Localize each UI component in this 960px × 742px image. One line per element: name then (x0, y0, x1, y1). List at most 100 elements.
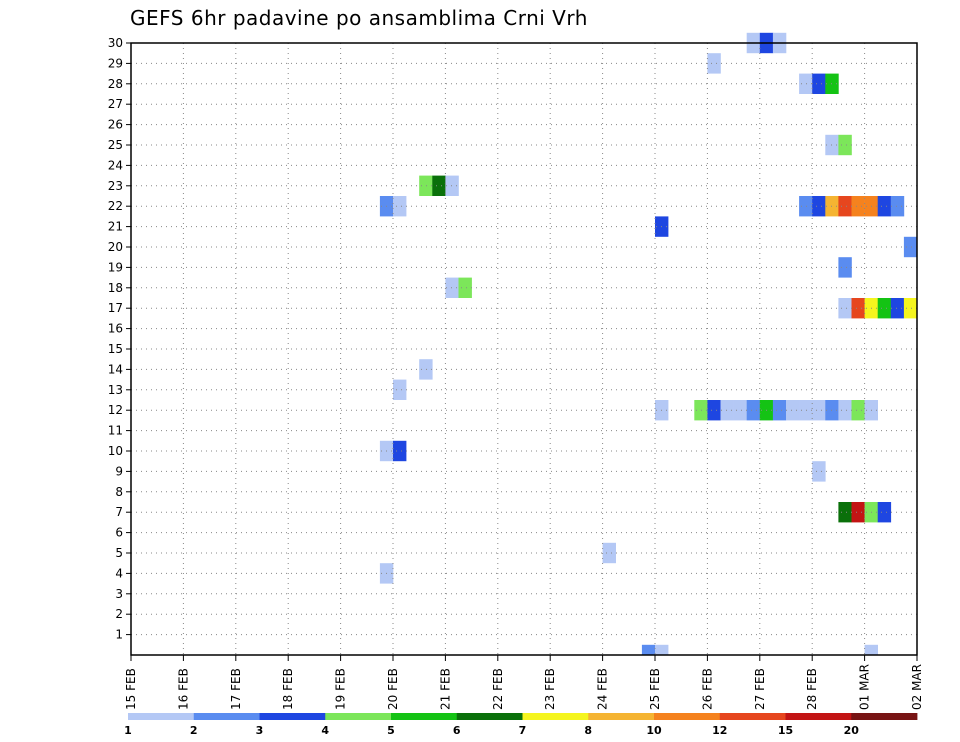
heatmap-cell (838, 257, 852, 278)
y-tick-label: 13 (108, 383, 123, 397)
x-tick-label: 21 FEB (438, 668, 452, 710)
y-tick-label: 15 (108, 342, 123, 356)
y-tick-label: 9 (115, 464, 123, 478)
chart-title: GEFS 6hr padavine po ansamblima Crni Vrh (130, 6, 588, 30)
x-tick-label: 25 FEB (648, 668, 662, 710)
y-tick-label: 11 (108, 424, 123, 438)
legend-label: 2 (190, 724, 198, 737)
legend-label: 12 (712, 724, 727, 737)
heatmap-cell (851, 196, 865, 217)
legend-label: 1 (124, 724, 132, 737)
x-tick-label: 27 FEB (753, 668, 767, 710)
x-tick-label: 22 FEB (491, 668, 505, 710)
heatmap-cell (707, 400, 721, 421)
legend-swatch (391, 713, 458, 720)
x-tick-label: 15 FEB (124, 668, 138, 710)
heatmap-cell (655, 644, 669, 655)
x-tick-label: 20 FEB (386, 668, 400, 710)
y-tick-label: 6 (115, 526, 123, 540)
legend-label: 3 (256, 724, 264, 737)
x-axis: 15 FEB 16 FEB 17 FEB 18 FEB 19 FEB 20 FEB 21 F… (124, 655, 924, 710)
heatmap-cell (903, 298, 918, 319)
x-tick-label: 18 FEB (281, 668, 295, 710)
heatmap-cell (890, 196, 905, 217)
heatmap-cell (864, 644, 878, 655)
x-tick-label: 19 FEB (334, 668, 348, 710)
heatmap-cell (812, 461, 826, 482)
x-tick-label: 16 FEB (176, 668, 190, 710)
y-tick-label: 4 (115, 566, 123, 580)
y-tick-label: 21 (108, 220, 123, 234)
heatmap-cell (432, 175, 446, 196)
heatmap-cell (812, 400, 826, 421)
y-tick-label: 7 (115, 505, 123, 519)
heatmap-cell (419, 359, 433, 380)
heatmap-cell (393, 440, 407, 462)
legend-swatch (588, 713, 655, 720)
legend-label: 6 (453, 724, 461, 737)
y-tick-label: 14 (108, 362, 123, 376)
legend-swatch (785, 713, 852, 720)
plot-frame (130, 42, 918, 656)
legend-label: 4 (321, 724, 329, 737)
legend-swatch (128, 713, 195, 720)
heatmap-cell (393, 379, 407, 400)
y-axis: 1234567891011121314151617181920212223242… (108, 36, 131, 642)
grid-lines (131, 42, 917, 655)
y-tick-label: 19 (108, 260, 123, 274)
y-tick-label: 18 (108, 281, 123, 295)
heatmap-cell (799, 73, 813, 94)
heatmap-cell (393, 196, 407, 217)
y-tick-label: 22 (108, 199, 123, 213)
heatmap-cell (445, 175, 459, 196)
heatmap-cell (641, 644, 656, 655)
color-legend: 1 2 3 4 5 6 7 8 10 12 15 20 (124, 713, 918, 737)
x-tick-label: 26 FEB (700, 668, 714, 710)
y-tick-label: 12 (108, 403, 123, 417)
y-tick-label: 23 (108, 179, 123, 193)
y-tick-label: 28 (108, 77, 123, 91)
heatmap-cell (838, 502, 852, 523)
heatmap-cell (799, 196, 813, 217)
heatmap-cell (772, 400, 787, 421)
heatmap-cell (812, 196, 826, 217)
legend-swatch (522, 713, 589, 720)
heatmap-cells (379, 32, 918, 655)
legend-label: 7 (519, 724, 527, 737)
heatmap-cell (903, 236, 918, 258)
y-tick-label: 24 (108, 158, 123, 172)
heatmap-cell (707, 53, 721, 74)
heatmap-cell (602, 542, 616, 564)
y-tick-label: 5 (115, 546, 123, 560)
y-tick-label: 29 (108, 56, 123, 70)
x-tick-label: 02 MAR (910, 664, 924, 710)
legend-label: 5 (387, 724, 395, 737)
y-tick-label: 30 (108, 36, 123, 50)
x-tick-label: 24 FEB (596, 668, 610, 710)
heatmap-cell (799, 400, 813, 421)
legend-swatch (259, 713, 326, 720)
heatmap-cell (877, 196, 892, 217)
x-tick-label: 23 FEB (543, 668, 557, 710)
heatmap-cell (812, 73, 826, 94)
heatmap-cell (851, 298, 865, 319)
x-tick-label: 01 MAR (858, 664, 872, 710)
y-tick-label: 2 (115, 607, 123, 621)
y-tick-label: 20 (108, 240, 123, 254)
heatmap-cell (851, 502, 865, 523)
heatmap-cell (458, 277, 472, 298)
legend-swatch (456, 713, 523, 720)
heatmap-cell (419, 175, 433, 196)
x-tick-label: 28 FEB (805, 668, 819, 710)
legend-swatch (719, 713, 786, 720)
y-tick-label: 3 (115, 587, 123, 601)
y-tick-label: 17 (108, 301, 123, 315)
legend-label: 20 (844, 724, 860, 737)
y-tick-label: 10 (108, 444, 123, 458)
heatmap-cell (851, 400, 865, 421)
heatmap-cell (746, 400, 761, 421)
legend-swatch (851, 713, 918, 720)
legend-swatch (654, 713, 721, 720)
y-tick-label: 1 (115, 628, 123, 642)
